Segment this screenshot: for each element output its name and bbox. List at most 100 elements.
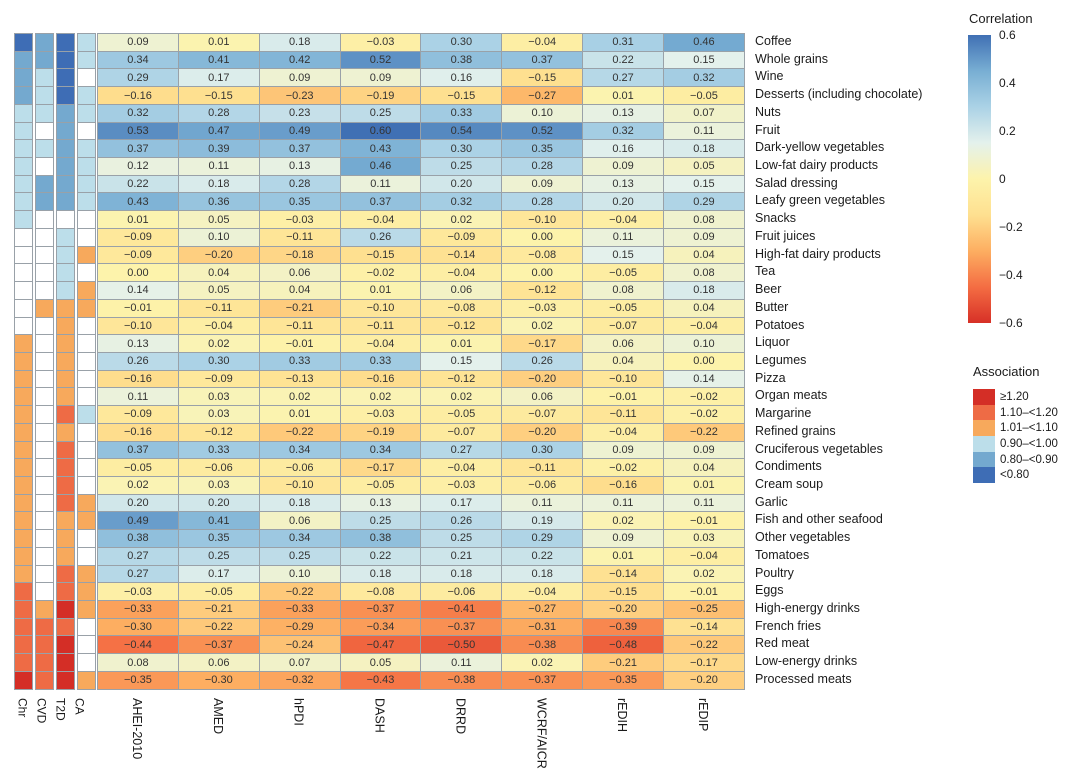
heatmap-cell: 0.11 [98, 388, 178, 406]
heatmap-cell: −0.05 [421, 406, 502, 423]
association-cell [57, 122, 74, 140]
heatmap-cell: 0.16 [421, 69, 502, 87]
association-legend-label: 0.90–<1.00 [1000, 437, 1058, 450]
association-cell [78, 406, 95, 423]
heatmap-cell: −0.29 [259, 618, 340, 636]
heatmap-cell: 0.11 [583, 228, 664, 246]
heatmap-cell: −0.37 [340, 601, 421, 618]
heatmap-cell: 0.06 [421, 282, 502, 299]
association-cell [36, 423, 53, 441]
heatmap-cell: −0.02 [583, 459, 664, 476]
association-cell [78, 228, 95, 246]
heatmap-cell: −0.05 [583, 299, 664, 317]
row-label: French fries [755, 618, 821, 633]
heatmap-cell: 0.09 [664, 441, 744, 459]
heatmap-cell: 0.13 [98, 335, 178, 352]
heatmap-cell: −0.06 [259, 459, 340, 476]
heatmap-cell: −0.37 [502, 671, 583, 689]
association-cell [36, 158, 53, 175]
association-cell [57, 246, 74, 264]
heatmap-cell: −0.20 [664, 671, 744, 689]
association-cell [57, 512, 74, 530]
heatmap-cell: 0.34 [259, 530, 340, 547]
heatmap-cell: 0.05 [664, 158, 744, 175]
heatmap-cell: 0.52 [340, 51, 421, 69]
association-cell [15, 228, 32, 246]
heatmap-cell: 0.09 [583, 441, 664, 459]
association-cell [15, 87, 32, 104]
heatmap-cell: 0.09 [502, 175, 583, 193]
heatmap-cell: 0.18 [664, 140, 744, 158]
heatmap-cell: −0.37 [178, 636, 259, 654]
heatmap-cell: −0.06 [178, 459, 259, 476]
association-cell [57, 459, 74, 476]
association-cell [36, 406, 53, 423]
heatmap-cell: 0.25 [421, 530, 502, 547]
heatmap-cell: −0.35 [98, 671, 178, 689]
heatmap-cell: 0.04 [259, 282, 340, 299]
heatmap-cell: −0.04 [664, 547, 744, 565]
row-label: Wine [755, 69, 784, 84]
heatmap-cell: −0.20 [178, 246, 259, 264]
row-label: Fruit juices [755, 228, 816, 243]
row-label: Cream soup [755, 476, 824, 491]
association-cell [36, 547, 53, 565]
association-cell [36, 211, 53, 228]
heatmap-cell: −0.39 [583, 618, 664, 636]
association-cell [36, 583, 53, 600]
row-label: Garlic [755, 494, 788, 509]
association-cell [78, 530, 95, 547]
heatmap-cell: −0.17 [502, 335, 583, 352]
heatmap-cell: 0.38 [421, 51, 502, 69]
association-cell [36, 175, 53, 193]
heatmap-cell: 0.17 [178, 565, 259, 583]
row-label: Salad dressing [755, 175, 838, 190]
heatmap-cell: −0.41 [421, 601, 502, 618]
association-cell [36, 299, 53, 317]
heatmap-cell: 0.02 [502, 654, 583, 671]
heatmap-cell: −0.18 [259, 246, 340, 264]
column-header: AMED [210, 698, 225, 735]
heatmap-cell: −0.16 [98, 370, 178, 388]
heatmap-cell: 0.04 [664, 459, 744, 476]
row-label: Condiments [755, 459, 822, 474]
heatmap-cell: −0.21 [178, 601, 259, 618]
row-label: High-energy drinks [755, 601, 860, 615]
association-cell [57, 87, 74, 104]
association-cell [78, 547, 95, 565]
association-cell [15, 264, 32, 282]
association-cell [78, 388, 95, 406]
heatmap-cell: −0.12 [178, 423, 259, 441]
heatmap-cell: 0.12 [98, 158, 178, 175]
heatmap-cell: 0.01 [421, 335, 502, 352]
heatmap-cell: 0.09 [664, 228, 744, 246]
colorbar-tick-label: 0.6 [999, 28, 1016, 42]
heatmap-cell: 0.01 [98, 211, 178, 228]
heatmap-cell: −0.11 [583, 406, 664, 423]
heatmap-cell: 0.10 [178, 228, 259, 246]
association-cell [57, 352, 74, 370]
column-header: rEDIP [696, 698, 711, 732]
heatmap-cell: 0.27 [583, 69, 664, 87]
association-cell [15, 140, 32, 158]
heatmap-cell: 0.07 [664, 104, 744, 122]
heatmap-cell: −0.17 [664, 654, 744, 671]
heatmap-cell: −0.01 [98, 299, 178, 317]
heatmap-cell: −0.06 [502, 476, 583, 494]
heatmap-cell: −0.19 [340, 423, 421, 441]
heatmap-cell: −0.05 [583, 264, 664, 282]
row-label: Cruciferous vegetables [755, 441, 883, 456]
heatmap-cell: −0.17 [340, 459, 421, 476]
association-cell [36, 441, 53, 459]
association-cell [36, 494, 53, 512]
association-cell [36, 352, 53, 370]
column-header: AHEI-2010 [129, 698, 144, 760]
association-cell [15, 636, 32, 654]
heatmap-cell: −0.16 [98, 423, 178, 441]
heatmap-cell: 0.13 [259, 158, 340, 175]
heatmap-cell: −0.22 [259, 583, 340, 600]
heatmap-cell: 0.34 [340, 441, 421, 459]
association-legend-label: <0.80 [1000, 469, 1030, 482]
heatmap-cell: 0.01 [583, 547, 664, 565]
heatmap-cell: 0.39 [178, 140, 259, 158]
